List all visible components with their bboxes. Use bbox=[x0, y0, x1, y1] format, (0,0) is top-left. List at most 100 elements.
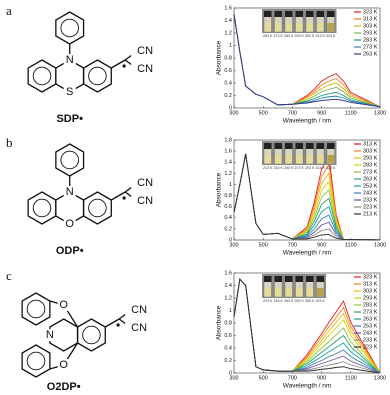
legend-label: 293 K bbox=[363, 155, 378, 161]
vial-cap bbox=[274, 276, 282, 282]
ring bbox=[27, 191, 57, 225]
atom-bg bbox=[43, 329, 56, 341]
x-tick-label: 500 bbox=[259, 242, 268, 248]
vial-cap bbox=[306, 276, 314, 282]
atom-bg bbox=[63, 218, 76, 230]
legend-label: 263 K bbox=[363, 316, 378, 322]
y-axis-label: Absorbance bbox=[216, 40, 223, 75]
spectrum-line bbox=[233, 278, 381, 374]
atom-label: O bbox=[59, 359, 68, 371]
bond bbox=[104, 318, 120, 328]
vial-cap bbox=[274, 143, 282, 149]
x-tick-label: 1100 bbox=[345, 110, 357, 116]
vial-liquid bbox=[264, 155, 271, 164]
x-tick-label: 1100 bbox=[345, 375, 357, 381]
atom-bg bbox=[131, 45, 144, 57]
ring bbox=[82, 191, 112, 225]
legend-label: 313 K bbox=[363, 16, 378, 22]
atom-bg bbox=[63, 186, 76, 198]
ring-aromatic bbox=[26, 299, 46, 319]
ring-aromatic bbox=[26, 351, 46, 371]
y-tick-label: 0.4 bbox=[224, 80, 232, 86]
ring-aromatic bbox=[32, 198, 52, 218]
legend-label: 323 K bbox=[363, 9, 378, 15]
atom-bg bbox=[131, 63, 144, 75]
vial-liquid bbox=[327, 155, 334, 164]
y-tick-label: 0.6 bbox=[224, 68, 232, 74]
vial-cap bbox=[306, 143, 314, 149]
y-tick-label: 0.2 bbox=[224, 226, 232, 232]
legend-label: 223 K bbox=[363, 204, 378, 210]
y-tick-label: 0.4 bbox=[224, 215, 232, 221]
atom-label: CN bbox=[131, 304, 147, 316]
atom-bg bbox=[57, 299, 70, 311]
x-tick-label: 700 bbox=[288, 375, 297, 381]
x-tick-label: 1300 bbox=[374, 242, 386, 248]
vial-label: 303 K bbox=[305, 299, 315, 303]
vial-cap bbox=[285, 143, 293, 149]
vial-cap bbox=[295, 276, 303, 282]
radical-dot bbox=[122, 196, 126, 200]
vial-liquid bbox=[285, 288, 292, 297]
atom-label: N bbox=[46, 329, 54, 341]
plot-frame bbox=[233, 139, 381, 241]
legend-label: 243 K bbox=[363, 190, 378, 196]
x-tick-label: 500 bbox=[259, 110, 268, 116]
atom-label: CN bbox=[137, 177, 153, 189]
vial-label: 223 K bbox=[263, 299, 273, 303]
y-tick-label: 0.2 bbox=[224, 358, 232, 364]
ring bbox=[55, 11, 85, 45]
atom-label: O bbox=[65, 218, 74, 230]
vial-label: 323 K bbox=[316, 299, 326, 303]
x-axis-label: Wavelength / nm bbox=[283, 118, 332, 125]
y-tick-label: 1.2 bbox=[224, 171, 232, 177]
vial-cap bbox=[316, 276, 324, 282]
atom-label: S bbox=[66, 86, 73, 98]
vial-label: 243 K bbox=[274, 299, 284, 303]
ring-aromatic bbox=[60, 150, 79, 170]
ring bbox=[76, 318, 106, 352]
vial-liquid bbox=[275, 155, 282, 164]
y-tick-label: 1.2 bbox=[224, 30, 232, 36]
ring bbox=[21, 344, 51, 378]
ring-aromatic bbox=[60, 18, 79, 38]
ring bbox=[21, 292, 51, 326]
legend-label: 313 K bbox=[363, 141, 378, 147]
y-tick-label: 1 bbox=[229, 308, 232, 314]
y-tick-label: 1.6 bbox=[224, 270, 232, 276]
y-tick-label: 0.8 bbox=[224, 320, 232, 326]
legend-label: 283 K bbox=[363, 162, 378, 168]
atom-bg bbox=[125, 322, 138, 334]
y-tick-label: 1 bbox=[229, 43, 232, 49]
ring-aromatic bbox=[32, 66, 52, 86]
ring-aromatic bbox=[88, 198, 107, 218]
atom-label: N bbox=[66, 54, 74, 66]
spectrum-line bbox=[233, 14, 381, 108]
vial-liquid bbox=[275, 23, 282, 32]
vial-label: 293 K bbox=[295, 34, 305, 38]
y-axis-label: Absorbance bbox=[216, 305, 223, 340]
y-tick-label: 0.6 bbox=[224, 333, 232, 339]
atom-bg bbox=[63, 54, 76, 66]
vial-label: 263 K bbox=[284, 299, 294, 303]
y-tick-label: 1.6 bbox=[224, 149, 232, 155]
vial-liquid bbox=[275, 288, 282, 297]
radical-dot bbox=[116, 323, 120, 327]
y-tick-label: 1.4 bbox=[224, 283, 232, 289]
bond bbox=[110, 191, 126, 201]
legend-label: 223 K bbox=[363, 344, 378, 350]
y-tick-label: 1.4 bbox=[224, 160, 232, 166]
x-tick-label: 500 bbox=[259, 375, 268, 381]
spectrum-line bbox=[233, 153, 381, 241]
x-tick-label: 700 bbox=[288, 242, 297, 248]
vial-cap bbox=[285, 276, 293, 282]
y-tick-label: 0.4 bbox=[224, 345, 232, 351]
atom-label: O bbox=[59, 299, 68, 311]
x-axis-label: Wavelength / nm bbox=[283, 250, 332, 257]
vial-cap bbox=[306, 11, 314, 17]
vial-liquid bbox=[317, 155, 324, 164]
vial-label: 283 K bbox=[284, 34, 294, 38]
compound-name: ODP• bbox=[56, 245, 84, 257]
vial-cap bbox=[274, 11, 282, 17]
